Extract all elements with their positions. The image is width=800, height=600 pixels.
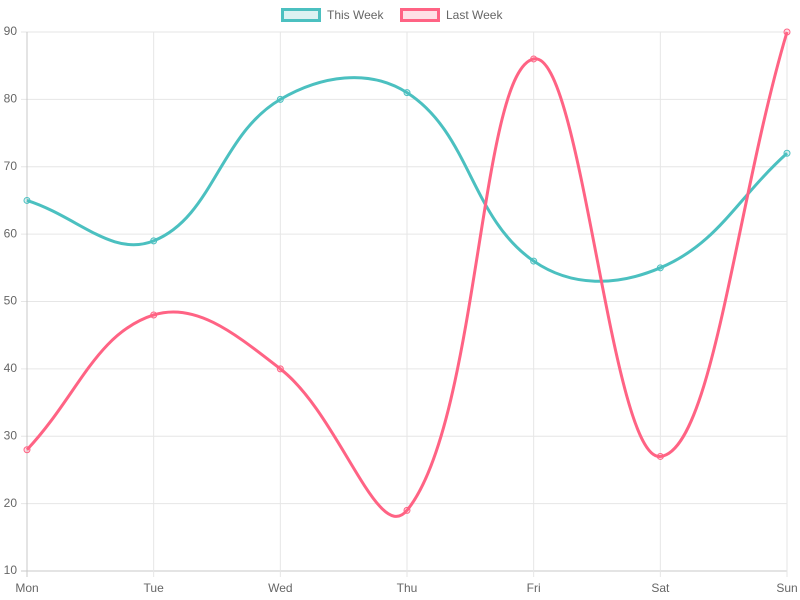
data-point bbox=[276, 365, 284, 373]
y-tick-label: 90 bbox=[4, 24, 18, 38]
y-tick-label: 80 bbox=[4, 92, 18, 106]
legend-swatch[interactable] bbox=[400, 8, 440, 22]
data-point bbox=[656, 452, 664, 460]
data-point bbox=[403, 506, 411, 514]
data-point bbox=[530, 55, 538, 63]
x-tick-label: Sun bbox=[776, 581, 797, 595]
y-tick-label: 60 bbox=[4, 226, 18, 240]
data-point bbox=[150, 311, 158, 319]
series-line bbox=[26, 76, 789, 283]
data-point bbox=[23, 446, 31, 454]
data-point bbox=[276, 95, 284, 103]
data-point bbox=[656, 264, 664, 272]
x-tick-label: Wed bbox=[268, 581, 292, 595]
data-point bbox=[150, 237, 158, 245]
x-tick-label: Thu bbox=[397, 581, 418, 595]
x-tick-label: Tue bbox=[144, 581, 165, 595]
data-point bbox=[783, 149, 791, 157]
data-point bbox=[403, 89, 411, 97]
legend-swatch[interactable] bbox=[281, 8, 321, 22]
x-tick-label: Fri bbox=[527, 581, 541, 595]
y-tick-label: 50 bbox=[4, 294, 18, 308]
series-line bbox=[25, 31, 789, 518]
legend-label[interactable]: This Week bbox=[327, 8, 384, 22]
y-tick-label: 30 bbox=[4, 428, 18, 442]
x-tick-label: Sat bbox=[651, 581, 670, 595]
y-tick-label: 20 bbox=[4, 496, 18, 510]
data-point bbox=[783, 28, 791, 36]
legend-label[interactable]: Last Week bbox=[446, 8, 503, 22]
y-tick-label: 10 bbox=[4, 563, 18, 577]
y-tick-label: 70 bbox=[4, 159, 18, 173]
x-tick-label: Mon bbox=[15, 581, 38, 595]
data-point bbox=[23, 196, 31, 204]
y-tick-label: 40 bbox=[4, 361, 18, 375]
data-point bbox=[530, 257, 538, 265]
